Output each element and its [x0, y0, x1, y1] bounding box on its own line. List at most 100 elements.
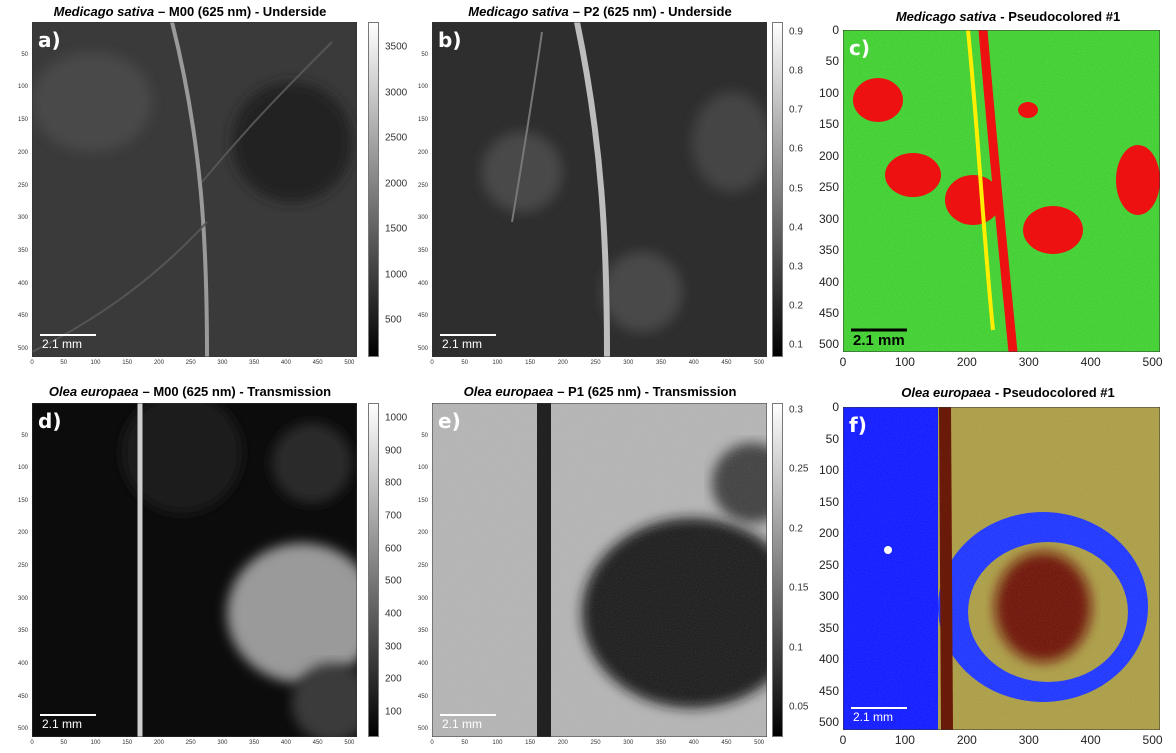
x-tick-label: 150 [525, 360, 535, 366]
x-tick-label: 250 [186, 360, 196, 366]
y-tick-label: 350 [18, 628, 28, 634]
y-tick-label: 50 [421, 433, 428, 439]
x-tick-label: 100 [492, 360, 502, 366]
colorbar-tick-label: 500 [385, 315, 402, 326]
image-blob [32, 52, 152, 152]
colorbar-tick-label: 0.1 [789, 340, 803, 351]
colorbar-tick-label: 0.2 [789, 300, 803, 311]
y-tick-label: 0 [832, 400, 839, 414]
colorbar [772, 22, 783, 357]
x-tick-label: 500 [1143, 733, 1163, 747]
y-tick-label: 150 [819, 117, 839, 131]
colorbar-tick-label: 0.3 [789, 261, 803, 272]
x-tick-label: 200 [154, 360, 164, 366]
x-tick-label: 0 [30, 360, 33, 366]
colorbar-tick-label: 300 [385, 641, 402, 652]
scale-label: 2.1 mm [853, 332, 905, 349]
panel-title: Medicago sativa– P2 (625 nm) - Underside [468, 4, 731, 19]
y-tick-label: 250 [18, 563, 28, 569]
x-tick-label: 300 [217, 360, 227, 366]
colorbar-tick-label: 0.15 [789, 583, 808, 594]
vein [945, 407, 947, 730]
x-tick-label: 250 [591, 360, 601, 366]
image-region [432, 403, 767, 737]
panel-label: c) [849, 36, 870, 60]
y-tick-label: 150 [18, 498, 28, 504]
colorbar-tick-label: 600 [385, 543, 402, 554]
colorbar-gradient [369, 23, 379, 357]
y-tick-label: 250 [418, 563, 428, 569]
x-tick-label: 250 [591, 740, 601, 746]
y-tick-label: 500 [18, 346, 28, 352]
y-tick-label: 300 [418, 215, 428, 221]
y-tick-label: 50 [826, 54, 839, 68]
colorbar-tick-label: 100 [385, 707, 402, 718]
panel-title: Medicago sativa – M00 (625 nm) - Undersid… [54, 4, 327, 19]
colorbar-tick-label: 500 [385, 576, 402, 587]
y-tick-label: 350 [819, 621, 839, 635]
panel-title: Olea europaea- Pseudocolored #1 [901, 385, 1115, 400]
x-tick-label: 450 [313, 740, 323, 746]
colorbar [368, 22, 379, 357]
y-tick-label: 250 [18, 183, 28, 189]
colorbar-gradient [369, 404, 379, 737]
image-blob [885, 153, 941, 197]
x-tick-label: 300 [217, 740, 227, 746]
colorbar-tick-label: 0.1 [789, 642, 803, 653]
colorbar-tick-label: 0.2 [789, 523, 803, 534]
x-tick-label: 400 [281, 360, 291, 366]
x-tick-label: 0 [840, 355, 847, 369]
y-tick-label: 450 [819, 306, 839, 320]
species: Medicago sativa [468, 4, 568, 19]
x-tick-label: 100 [90, 360, 100, 366]
x-tick-label: 400 [689, 740, 699, 746]
colorbar-tick-label: 0.4 [789, 222, 803, 233]
y-tick-label: 400 [18, 281, 28, 287]
x-tick-label: 0 [430, 360, 433, 366]
x-tick-label: 200 [957, 355, 977, 369]
image-blob [1018, 102, 1038, 118]
y-tick-label: 400 [819, 652, 839, 666]
species: Medicago sativa [54, 4, 154, 19]
y-tick-label: 400 [418, 281, 428, 287]
x-tick-label: 200 [957, 733, 977, 747]
x-tick-label: 400 [1081, 733, 1101, 747]
x-tick-label: 0 [30, 740, 33, 746]
y-tick-label: 50 [826, 432, 839, 446]
x-tick-label: 350 [249, 740, 259, 746]
panel-image [32, 403, 357, 737]
title-rest: – M00 (625 nm) - Transmission [143, 384, 332, 399]
panel-image [32, 22, 357, 357]
y-tick-label: 500 [418, 726, 428, 732]
x-tick-label: 50 [461, 740, 468, 746]
x-tick-label: 450 [721, 360, 731, 366]
y-tick-label: 300 [18, 596, 28, 602]
species: Medicago sativa [896, 9, 996, 24]
panel-image [432, 403, 767, 737]
title-rest: - Pseudocolored #1 [995, 385, 1115, 400]
colorbar-tick-label: 200 [385, 674, 402, 685]
colorbar-tick-label: 3500 [385, 42, 407, 53]
scale-label: 2.1 mm [42, 337, 82, 351]
panel-title: Olea europaea– M00 (625 nm) - Transmissi… [49, 384, 331, 399]
x-tick-label: 200 [558, 360, 568, 366]
scale-label: 2.1 mm [853, 710, 893, 724]
colorbar-tick-label: 700 [385, 511, 402, 522]
scale-label: 2.1 mm [442, 717, 482, 731]
y-tick-label: 100 [819, 463, 839, 477]
colorbar-tick-label: 1000 [385, 413, 407, 424]
x-tick-label: 50 [60, 360, 67, 366]
y-tick-label: 300 [418, 596, 428, 602]
image-blob [853, 78, 903, 122]
y-tick-label: 50 [421, 52, 428, 58]
y-tick-label: 500 [819, 337, 839, 351]
y-tick-label: 100 [18, 84, 28, 90]
y-tick-label: 350 [418, 628, 428, 634]
y-tick-label: 400 [819, 275, 839, 289]
panel-label: b) [438, 28, 461, 52]
colorbar-tick-label: 0.8 [789, 66, 803, 77]
panel-label: d) [38, 409, 61, 433]
y-tick-label: 300 [819, 212, 839, 226]
title-rest: – M00 (625 nm) - Underside [158, 4, 326, 19]
y-tick-label: 400 [418, 661, 428, 667]
